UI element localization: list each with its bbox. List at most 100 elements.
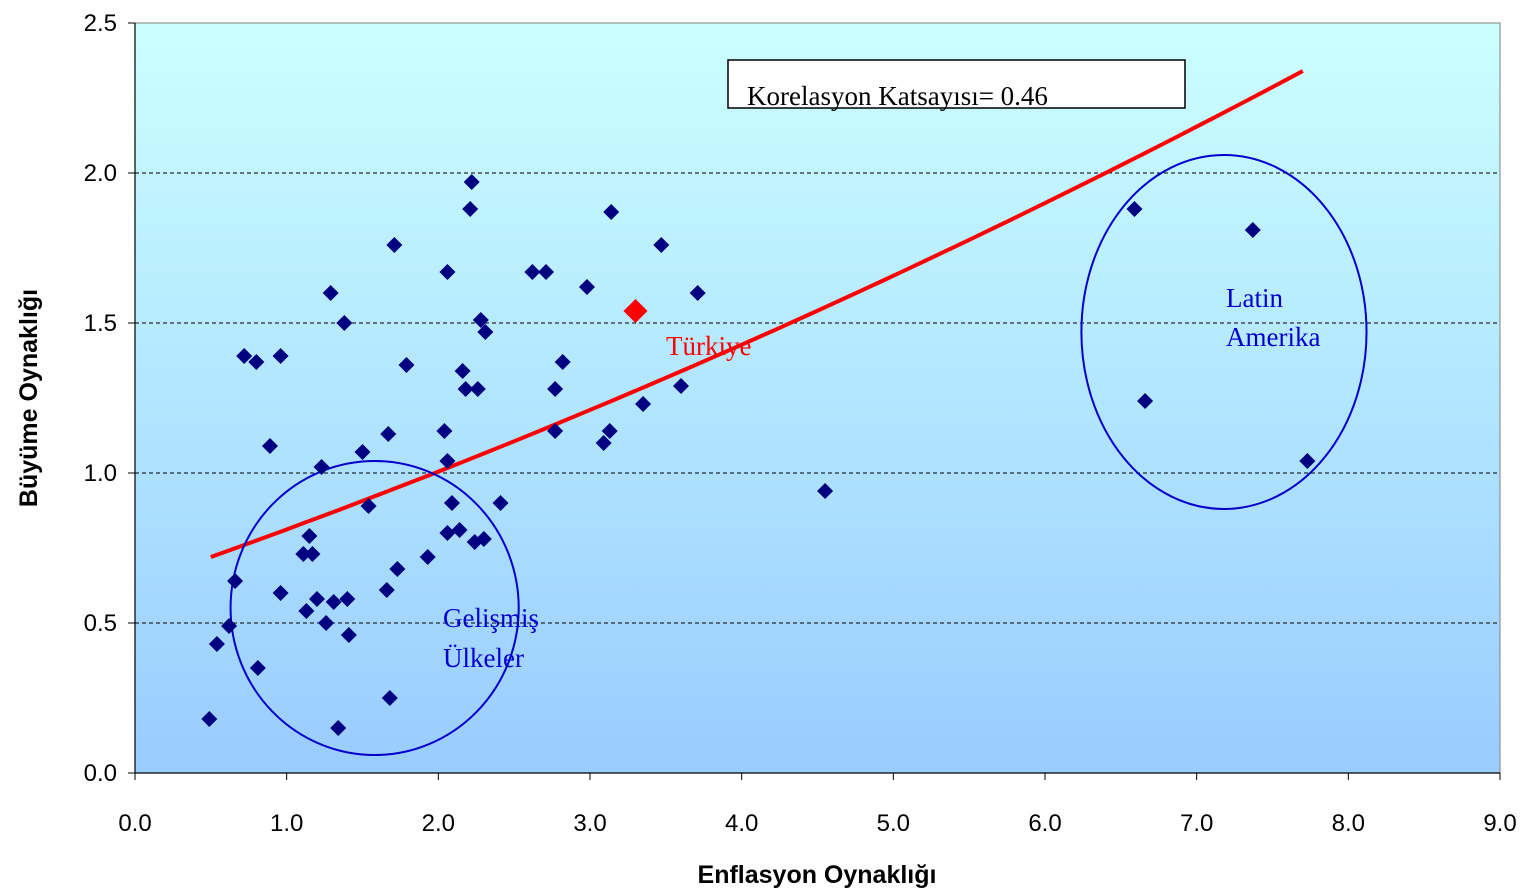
data-point-53 [578,279,595,295]
data-point-23 [354,444,371,460]
data-point-56 [603,204,620,220]
x-tick-label-7: 7.0 [1180,810,1213,837]
data-point-5 [248,354,265,370]
data-point-52 [554,354,571,370]
data-point-45 [475,531,492,547]
trend-line [210,69,1304,559]
developed-label-line1: Gelişmiş [443,603,539,633]
x-tick-label-9: 9.0 [1483,810,1516,837]
data-point-33 [439,453,456,469]
x-tick-label-4: 4.0 [725,810,758,837]
data-point-22 [340,627,357,643]
data-point-7 [261,438,278,454]
axes [134,23,1500,774]
data-point-14 [309,591,325,607]
data-point-20 [336,315,353,331]
data-point-47 [492,495,509,511]
data-point-46 [477,324,494,340]
y-axis-ticks: 0.0 0.5 1.0 1.5 2.0 2.5 [84,10,135,787]
group-ellipse-0 [229,460,520,756]
data-point-61 [817,483,834,499]
data-point-29 [389,561,406,577]
data-point-2 [221,618,238,634]
group-ellipse-1 [1080,154,1368,510]
y-tick-label-3: 1.5 [84,310,117,337]
data-point-44 [472,312,489,328]
highlight-point-turkey [623,299,648,323]
data-point-49 [538,264,555,280]
data-point-35 [439,525,456,541]
data-point-15 [313,459,330,475]
y-tick-label-5: 2.5 [84,10,117,37]
data-point-4 [236,348,253,364]
data-point-21 [339,591,356,607]
data-point-64 [1244,222,1261,238]
x-axis-title: Enflasyon Oynaklığı [698,861,937,889]
data-point-58 [653,237,670,253]
data-point-28 [386,237,403,253]
data-point-19 [330,720,347,736]
latam-label-line2: Amerika [1226,322,1320,352]
data-point-63 [1137,393,1154,409]
x-tick-label-0: 0.0 [118,810,151,837]
y-tick-label-1: 0.5 [84,610,117,637]
data-point-65 [1299,453,1316,469]
data-point-30 [398,357,415,373]
y-tick-label-4: 2.0 [84,160,117,187]
data-point-59 [673,378,689,394]
data-point-0 [201,711,218,727]
y-tick-label-2: 1.0 [84,460,117,487]
x-tick-label-1: 1.0 [270,810,303,837]
data-point-9 [272,348,289,364]
latam-label-line1: Latin [1226,283,1283,313]
data-point-36 [443,495,460,511]
data-point-37 [451,522,468,538]
x-axis-ticks: 0.0 1.0 2.0 3.0 4.0 5.0 6.0 7.0 8.0 9.0 [118,773,1517,837]
data-point-54 [595,435,612,451]
data-point-41 [463,174,480,190]
data-point-10 [295,546,312,562]
data-point-13 [304,546,321,562]
data-point-38 [454,363,471,379]
x-tick-label-2: 2.0 [422,810,455,837]
data-point-39 [457,381,474,397]
data-point-27 [381,690,398,706]
data-point-17 [322,285,339,301]
data-point-12 [301,528,318,544]
data-point-40 [462,201,479,217]
data-point-3 [227,573,244,589]
group-labels: Gelişmiş Ülkeler Latin Amerika [443,283,1320,673]
plot-area [134,22,1501,774]
data-point-16 [318,615,335,631]
y-axis-title: Büyüme Oynaklığı [15,289,43,507]
data-point-34 [439,264,456,280]
y-tick-label-0: 0.0 [84,760,117,787]
data-point-55 [601,423,618,439]
data-point-51 [547,423,564,439]
data-point-11 [298,603,315,619]
x-tick-label-3: 3.0 [573,810,606,837]
developed-label-line2: Ülkeler [443,643,524,673]
data-point-48 [524,264,541,280]
data-point-60 [689,285,706,301]
data-point-43 [469,381,486,397]
data-point-24 [360,498,377,514]
correlation-box: Korelasyon Katsayısı= 0.46 [727,59,1186,111]
data-point-31 [419,549,436,565]
data-point-57 [635,396,652,412]
data-point-6 [249,660,266,676]
group-ellipses [229,154,1368,756]
data-point-25 [378,582,395,598]
x-tick-label-6: 6.0 [1028,810,1061,837]
data-point-18 [325,594,342,610]
x-tick-label-8: 8.0 [1332,810,1365,837]
data-point-8 [272,585,289,601]
data-point-50 [547,381,564,397]
x-tick-label-5: 5.0 [877,810,910,837]
data-point-1 [208,636,225,652]
correlation-label: Korelasyon Katsayısı= 0.46 [747,81,1048,111]
turkey-label: Türkiye [666,331,751,361]
data-point-26 [380,426,397,442]
data-point-32 [436,423,453,439]
